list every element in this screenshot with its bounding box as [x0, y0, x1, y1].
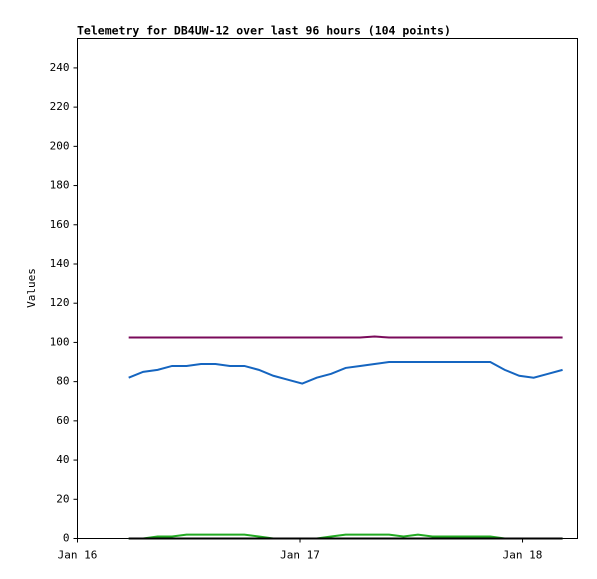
y-tick-label: 200: [50, 139, 70, 152]
plot-frame: [77, 38, 578, 539]
y-tick-label: 140: [50, 257, 70, 270]
y-tick-label: 100: [50, 335, 70, 348]
y-tick-label: 80: [56, 375, 69, 388]
y-tick-label: 160: [50, 218, 70, 231]
y-tick-label: 0: [63, 532, 70, 545]
chart-title: Telemetry for DB4UW-12 over last 96 hour…: [77, 24, 451, 38]
y-tick-label: 180: [50, 179, 70, 192]
series-line: [128, 533, 563, 540]
y-tick-label: 60: [56, 414, 69, 427]
y-tick-label: 120: [50, 296, 70, 309]
series-line: [128, 361, 563, 385]
y-tick-label: 240: [50, 61, 70, 74]
series-line: [128, 335, 563, 339]
x-tick-label: Jan 18: [503, 549, 543, 562]
y-tick-label: 40: [56, 453, 69, 466]
y-axis-label: Values: [25, 268, 38, 308]
y-tick-label: 220: [50, 100, 70, 113]
x-tick-label: Jan 17: [280, 549, 320, 562]
y-tick-label: 20: [56, 492, 69, 505]
x-tick-label: Jan 16: [58, 549, 98, 562]
